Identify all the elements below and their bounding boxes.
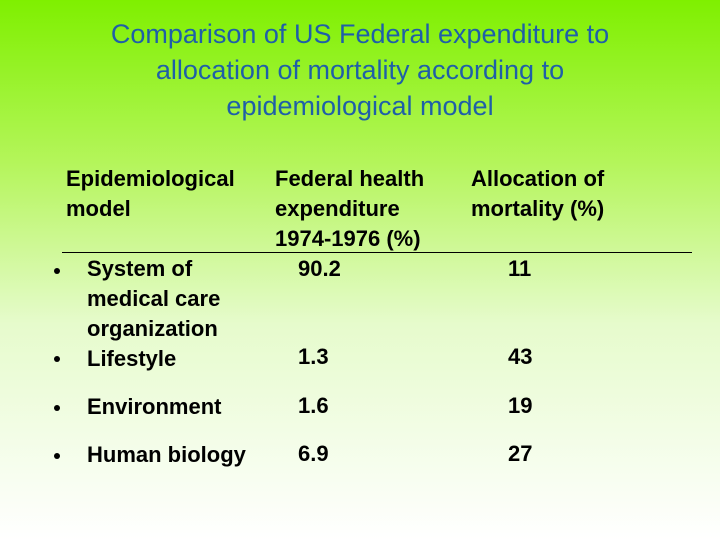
bullet-icon (54, 405, 60, 411)
header-expenditure-line-2: expenditure (275, 196, 400, 221)
mortality-value: 19 (508, 393, 533, 418)
row-label-line: Environment (87, 394, 222, 419)
bullet-icon (54, 356, 60, 362)
header-model: Epidemiological model (66, 164, 235, 224)
title-line-2: allocation of mortality according to (155, 55, 565, 85)
expenditure-value: 1.3 (298, 344, 329, 369)
mortality-value: 43 (508, 344, 533, 369)
row-label-line: Human biology (87, 442, 246, 467)
header-expenditure-line-3: 1974-1976 (%) (275, 226, 421, 251)
row-label: Human biology (87, 440, 246, 470)
title-line-3: epidemiological model (226, 91, 494, 121)
expenditure-value: 1.6 (298, 393, 329, 418)
row-label: Environment (87, 392, 221, 422)
row-label-line: System of (87, 256, 193, 281)
row-label: Lifestyle (87, 344, 176, 374)
row-label-line: medical care (87, 286, 221, 311)
header-expenditure-line-1: Federal health (275, 166, 425, 191)
mortality-value: 27 (508, 441, 533, 466)
expenditure-value: 6.9 (298, 441, 329, 466)
bullet-icon (54, 268, 60, 274)
row-label-line: organization (87, 316, 218, 341)
header-mortality-line-2: mortality (%) (471, 196, 605, 221)
header-model-line-1: Epidemiological (66, 166, 235, 191)
title-line-1: Comparison of US Federal expenditure to (110, 19, 610, 49)
header-expenditure: Federal health expenditure 1974-1976 (%) (275, 164, 424, 254)
header-mortality: Allocation of mortality (%) (471, 164, 604, 224)
slide-title: Comparison of US Federal expenditure to … (0, 16, 720, 124)
mortality-value: 11 (508, 256, 532, 281)
row-label: System of medical care organization (87, 254, 220, 344)
expenditure-value: 90.2 (298, 256, 341, 281)
bullet-icon (54, 453, 60, 459)
header-model-line-2: model (66, 196, 131, 221)
header-mortality-line-1: Allocation of (471, 166, 605, 191)
header-divider (62, 252, 692, 253)
row-label-line: Lifestyle (87, 346, 177, 371)
